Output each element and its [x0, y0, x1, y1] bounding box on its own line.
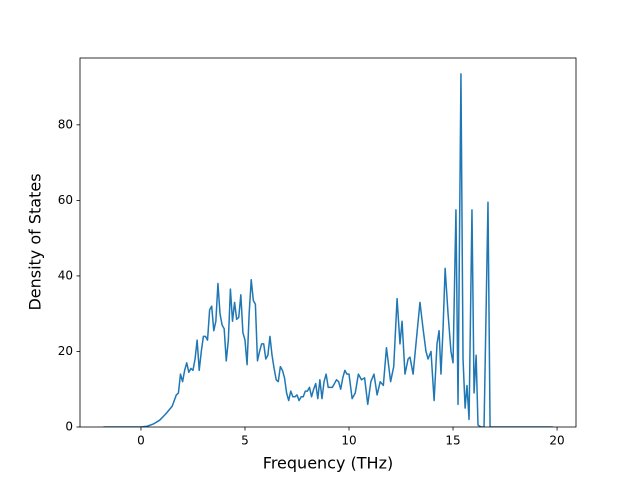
- x-axis-label: Frequency (THz): [263, 454, 393, 473]
- data-line: [103, 73, 553, 427]
- x-tick-label: 5: [241, 434, 249, 448]
- y-tick-label: 0: [65, 420, 73, 434]
- x-tick-label: 10: [341, 434, 356, 448]
- y-tick-label: 40: [58, 268, 73, 282]
- x-tick-label: 0: [137, 434, 145, 448]
- y-axis-label: Density of States: [26, 173, 45, 310]
- plot-frame: [79, 57, 577, 428]
- y-tick-label: 20: [58, 344, 73, 358]
- y-tick-label: 80: [58, 117, 73, 131]
- x-tick-label: 20: [549, 434, 564, 448]
- x-tick-label: 15: [445, 434, 460, 448]
- y-tick-label: 60: [58, 193, 73, 207]
